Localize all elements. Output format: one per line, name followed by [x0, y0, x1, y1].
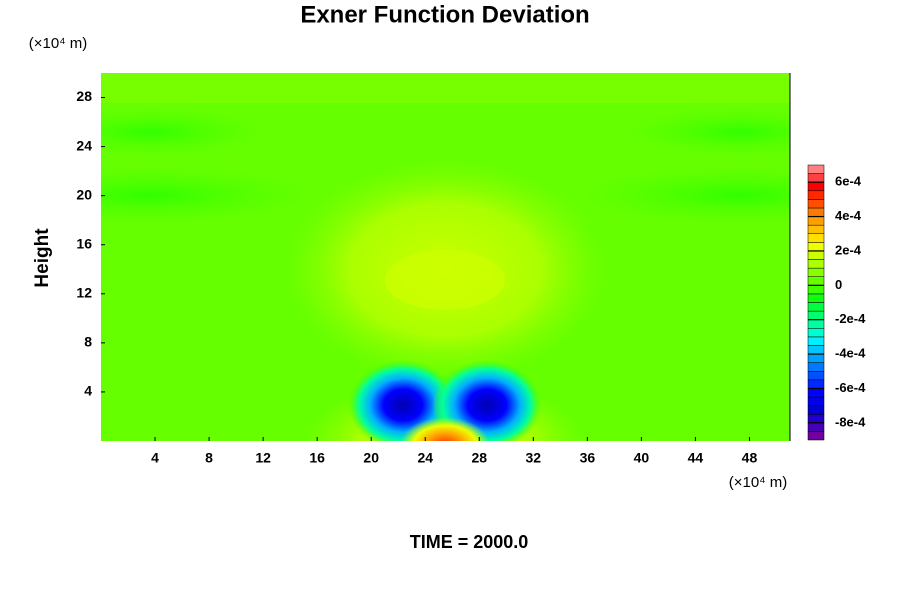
y-tick-label: 28 [76, 88, 92, 104]
x-tick-label: 20 [363, 450, 379, 466]
colorbar-band [807, 319, 825, 329]
colorbar-tick-label: -4e-4 [835, 346, 866, 361]
x-tick-label: 28 [471, 450, 487, 466]
colorbar-band [807, 405, 825, 415]
colorbar-band [807, 413, 825, 424]
colorbar-band [807, 396, 825, 406]
colorbar-tick-label: 0 [835, 277, 842, 292]
x-tick-label: 32 [526, 450, 542, 466]
colorbar-band [807, 328, 825, 338]
colorbar-band [807, 250, 825, 260]
chart-title: Exner Function Deviation [300, 1, 589, 28]
x-tick-label: 12 [255, 450, 271, 466]
colorbar-band [807, 302, 825, 312]
y-tick-label: 20 [76, 186, 92, 202]
colorbar-band [807, 267, 825, 277]
colorbar-tick-label: 6e-4 [835, 174, 862, 189]
colorbar-band [807, 199, 825, 209]
y-tick-label: 8 [84, 334, 92, 350]
colorbar-band [807, 224, 825, 234]
colorbar-band [807, 190, 825, 200]
colorbar-band [807, 181, 825, 192]
colorbar-band [807, 173, 825, 183]
x-unit: (×10⁴ m) [729, 474, 788, 491]
x-tick-label: 8 [205, 450, 213, 466]
x-tick-label: 16 [309, 450, 325, 466]
colorbar-tick-label: 2e-4 [835, 242, 862, 257]
colorbar-band [807, 285, 825, 295]
colorbar-band [807, 388, 825, 398]
colorbar-band [807, 164, 825, 174]
colorbar-band [807, 276, 825, 286]
colorbar-band [807, 353, 825, 363]
x-tick-label: 40 [634, 450, 650, 466]
y-tick-label: 4 [84, 383, 92, 399]
colorbar-band [807, 422, 825, 432]
colorbar-band [807, 310, 825, 320]
colorbar-band [807, 431, 825, 441]
colorbar-band [807, 216, 825, 226]
colorbar-band [807, 371, 825, 381]
colorbar-band [807, 379, 825, 389]
colorbar-tick-label: -8e-4 [835, 414, 866, 429]
colorbar-band [807, 336, 825, 346]
y-tick-label: 16 [76, 235, 92, 251]
x-tick-label: 36 [580, 450, 596, 466]
colorbar-band [807, 362, 825, 372]
colorbar-tick-label: -6e-4 [835, 380, 866, 395]
colorbar-band [807, 242, 825, 252]
colorbar-band [807, 233, 825, 243]
y-unit: (×10⁴ m) [29, 35, 88, 52]
x-tick-label: 24 [417, 450, 433, 466]
field [101, 73, 790, 441]
y-label: Height [32, 228, 53, 288]
colorbar-band [807, 207, 825, 217]
y-tick-label: 12 [76, 285, 92, 301]
colorbar-tick-label: 4e-4 [835, 208, 862, 223]
colorbar-band [807, 293, 825, 303]
x-tick-label: 48 [742, 450, 758, 466]
x-tick-label: 4 [151, 450, 159, 466]
colorbar-band [807, 259, 825, 269]
colorbar-tick-label: -2e-4 [835, 311, 866, 326]
colorbar-band [807, 345, 825, 355]
x-tick-label: 44 [688, 450, 704, 466]
footer: TIME = 2000.0 [410, 532, 529, 552]
y-tick-label: 24 [76, 137, 92, 153]
